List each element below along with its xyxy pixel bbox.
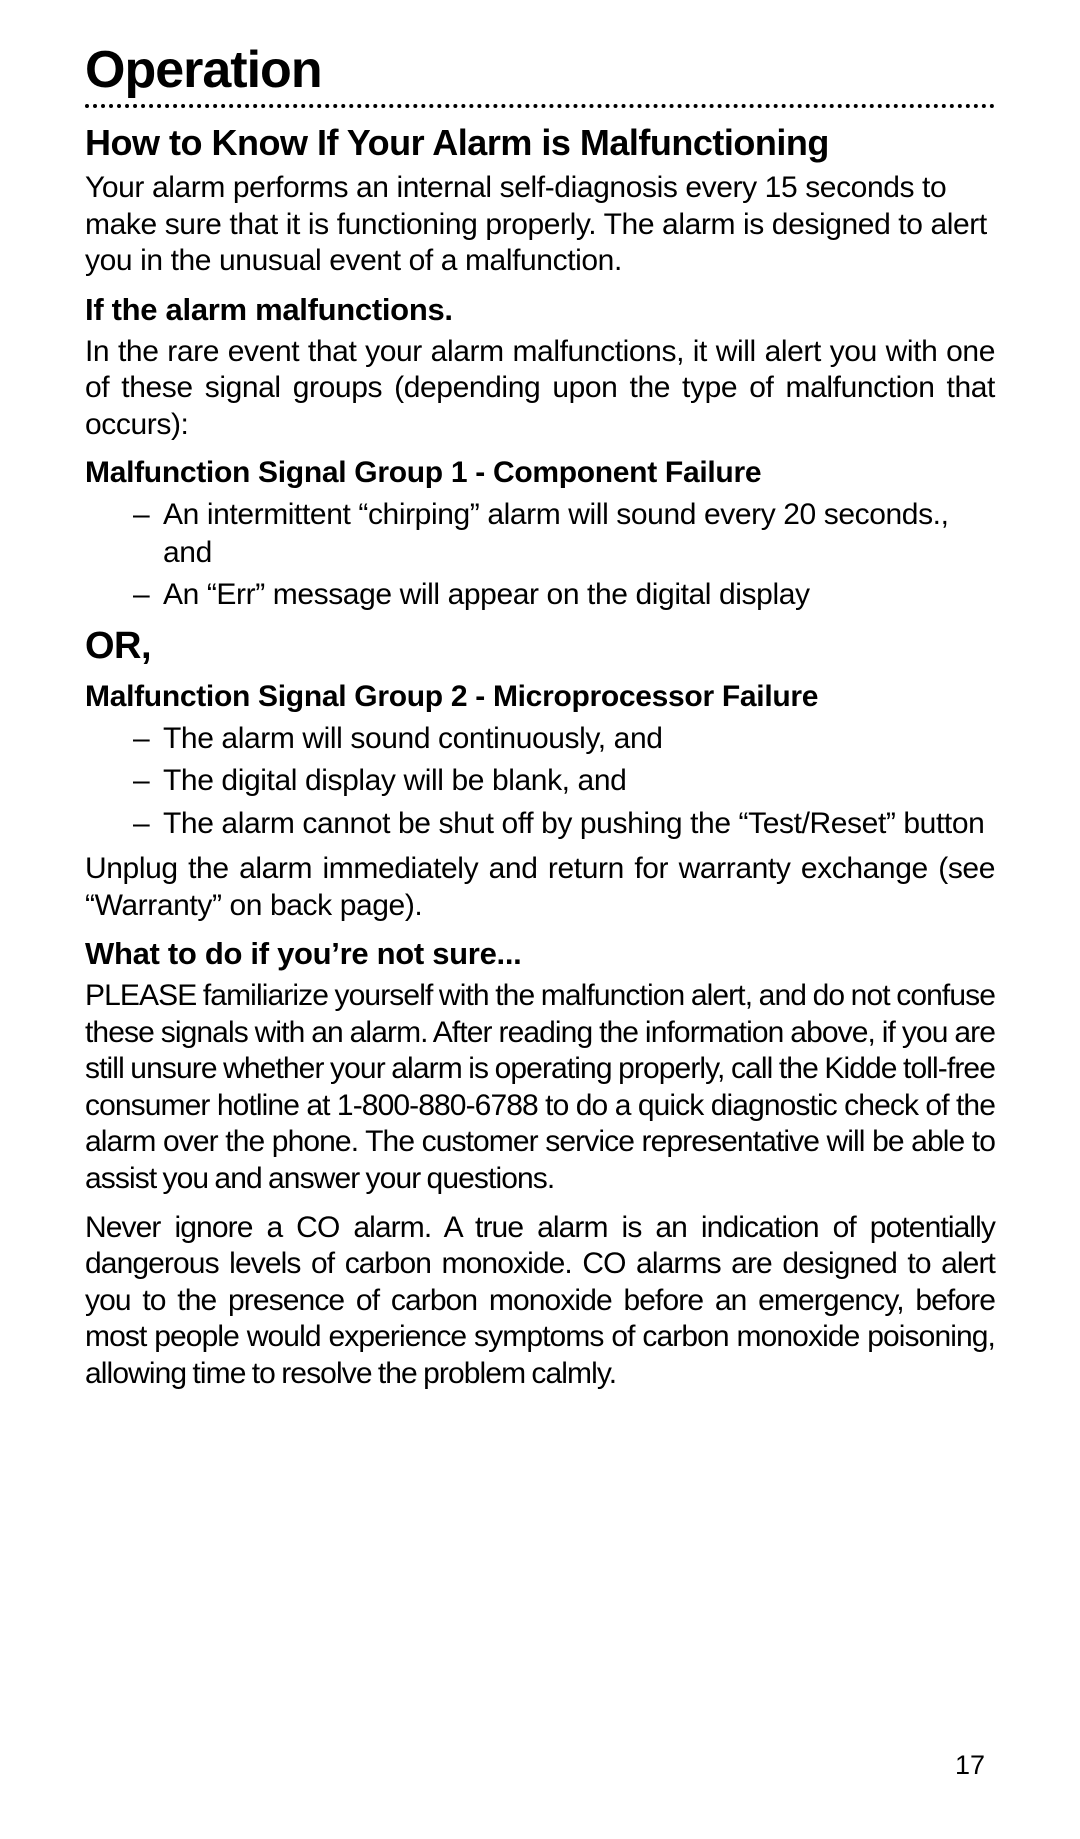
heading-malfunction: How to Know If Your Alarm is Malfunction…: [85, 122, 995, 164]
or-label: OR,: [85, 625, 995, 668]
dotted-divider: [85, 104, 995, 108]
intro-paragraph: Your alarm performs an internal self-dia…: [85, 170, 995, 280]
heading-group1: Malfunction Signal Group 1 - Component F…: [85, 456, 995, 490]
list-item: An intermittent “chirping” alarm will so…: [133, 496, 995, 573]
heading-if-malfunctions: If the alarm malfunctions.: [85, 292, 995, 328]
list-item: An “Err” message will appear on the digi…: [133, 576, 995, 614]
page-number: 17: [955, 1750, 985, 1781]
unplug-paragraph: Unplug the alarm immediately and return …: [85, 851, 995, 924]
never-ignore-paragraph: Never ignore a CO alarm. A true alarm is…: [85, 1210, 995, 1393]
list-item: The alarm will sound continuously, and: [133, 720, 995, 758]
heading-not-sure: What to do if you’re not sure...: [85, 936, 995, 972]
document-page: Operation How to Know If Your Alarm is M…: [0, 0, 1080, 1839]
list-item: The alarm cannot be shut off by pushing …: [133, 805, 995, 843]
group2-list: The alarm will sound continuously, and T…: [85, 720, 995, 843]
section-title: Operation: [85, 40, 995, 100]
if-body: In the rare event that your alarm malfun…: [85, 334, 995, 444]
list-item: The digital display will be blank, and: [133, 762, 995, 800]
heading-group2: Malfunction Signal Group 2 - Microproces…: [85, 680, 995, 714]
group1-list: An intermittent “chirping” alarm will so…: [85, 496, 995, 615]
not-sure-paragraph: PLEASE familiarize yourself with the mal…: [85, 978, 995, 1198]
